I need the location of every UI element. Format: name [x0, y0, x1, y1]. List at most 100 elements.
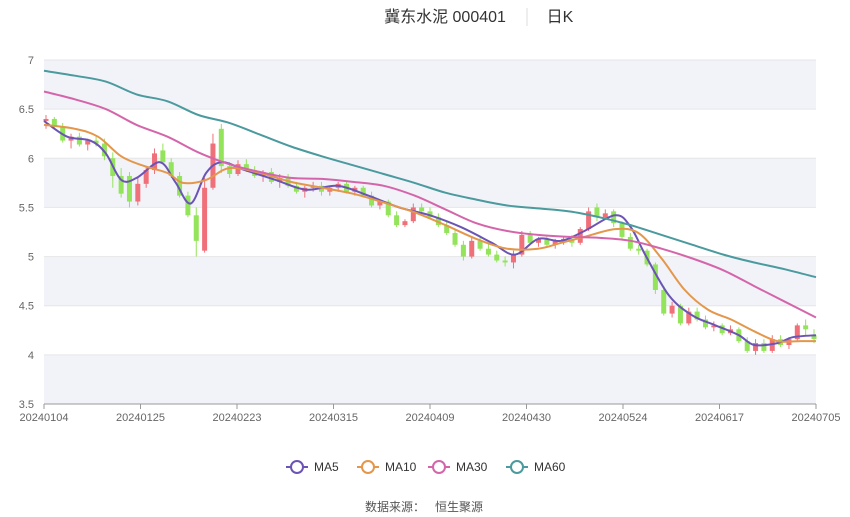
candle-body — [611, 211, 617, 224]
candle-body — [661, 289, 667, 314]
candle-body — [101, 143, 107, 157]
candle-body — [686, 311, 692, 324]
legend-label: MA10 — [385, 460, 417, 474]
y-tick-label: 7 — [28, 55, 34, 67]
candle-body — [677, 305, 683, 324]
candle-body — [586, 211, 592, 230]
candle-body — [218, 128, 224, 167]
candle-body — [402, 221, 408, 226]
candle-body — [126, 175, 132, 202]
ma-line-ma60 — [43, 69, 817, 279]
candle-body — [43, 118, 49, 121]
chart-period: 日K — [547, 9, 574, 26]
legend-item-ma5[interactable]: MA5 — [286, 460, 339, 474]
legend-item-ma30[interactable]: MA30 — [428, 460, 488, 474]
candle — [619, 221, 625, 239]
candle — [502, 256, 508, 267]
candle — [210, 133, 216, 190]
candle — [586, 207, 592, 232]
candle-body — [202, 187, 208, 251]
chart-title: 冀东水泥 000401 — [384, 8, 506, 26]
candle — [627, 232, 633, 251]
candle-body — [544, 238, 550, 245]
candle — [193, 207, 199, 257]
candle-body — [577, 229, 583, 243]
candle — [185, 191, 191, 218]
candle — [460, 240, 466, 261]
candle — [711, 321, 717, 332]
plot-band — [44, 60, 816, 110]
candle — [661, 286, 667, 316]
x-tick-label: 20240617 — [695, 412, 744, 424]
source-label: 数据来源： — [365, 499, 425, 514]
candle-body — [502, 260, 508, 263]
legend-swatch-circle — [432, 460, 446, 474]
candle-body — [177, 175, 183, 196]
candle-body — [694, 311, 700, 320]
candle-body — [76, 136, 82, 145]
ma-line-ma5 — [43, 120, 817, 347]
candle — [719, 323, 725, 336]
candle-body — [143, 170, 149, 184]
x-tick-label: 20240524 — [599, 412, 648, 424]
candle — [218, 123, 224, 174]
candle-body — [369, 195, 375, 206]
candle — [402, 219, 408, 228]
candle — [485, 242, 491, 257]
candle-body — [761, 343, 767, 351]
candle — [594, 203, 600, 222]
candle — [118, 168, 124, 198]
candle — [636, 244, 642, 255]
candle-body — [419, 207, 425, 212]
legend-item-ma10[interactable]: MA10 — [357, 460, 417, 474]
data-source: 数据来源： 恒生聚源 — [365, 499, 483, 514]
candle — [135, 177, 141, 206]
candle — [753, 339, 759, 355]
candle — [577, 227, 583, 245]
y-tick-label: 3.5 — [19, 399, 34, 411]
candle-body — [485, 248, 491, 255]
x-axis: 20240104 20240125 20240223 20240315 20240409… — [20, 403, 840, 424]
candle-body — [118, 175, 124, 194]
candle — [394, 211, 400, 228]
candle-body — [193, 215, 199, 241]
y-axis: 3.5 4 4.5 5 5.5 6 6.5 7 — [19, 55, 34, 411]
candle-body — [669, 305, 675, 314]
x-tick-label: 20240409 — [406, 412, 455, 424]
y-tick-label: 5.5 — [19, 202, 34, 214]
candle — [494, 250, 500, 263]
y-tick-label: 6 — [28, 153, 34, 165]
candle-body — [160, 150, 166, 163]
candle — [794, 323, 800, 342]
candle-body — [519, 234, 525, 255]
legend-label: MA30 — [456, 460, 488, 474]
candle-body — [510, 254, 516, 263]
candle-body — [243, 164, 249, 171]
legend-item-ma60[interactable]: MA60 — [506, 460, 566, 474]
plot-bands — [44, 60, 816, 404]
x-tick-label: 20240223 — [213, 412, 262, 424]
candle-body — [602, 213, 608, 218]
candle-body — [652, 264, 658, 290]
source-name: 恒生聚源 — [435, 500, 483, 514]
legend-label: MA60 — [534, 460, 566, 474]
plot-band — [44, 256, 816, 306]
y-tick-label: 4 — [28, 350, 34, 362]
candle — [444, 221, 450, 235]
candle-body — [385, 201, 391, 216]
legend-swatch-circle — [510, 460, 524, 474]
candle-body — [469, 240, 475, 257]
candle-body — [51, 118, 57, 127]
candle-body — [85, 140, 91, 145]
candle-body — [168, 162, 174, 176]
candle-body — [360, 187, 366, 196]
candle — [68, 133, 74, 149]
candle-body — [444, 225, 450, 233]
y-tick-label: 6.5 — [19, 104, 34, 116]
chart-header: 冀东水泥 000401 日K — [384, 8, 574, 26]
candle-body — [527, 234, 533, 243]
moving-average-lines — [43, 69, 817, 347]
candle-body — [494, 254, 500, 261]
candle — [686, 307, 692, 326]
candle — [410, 203, 416, 224]
